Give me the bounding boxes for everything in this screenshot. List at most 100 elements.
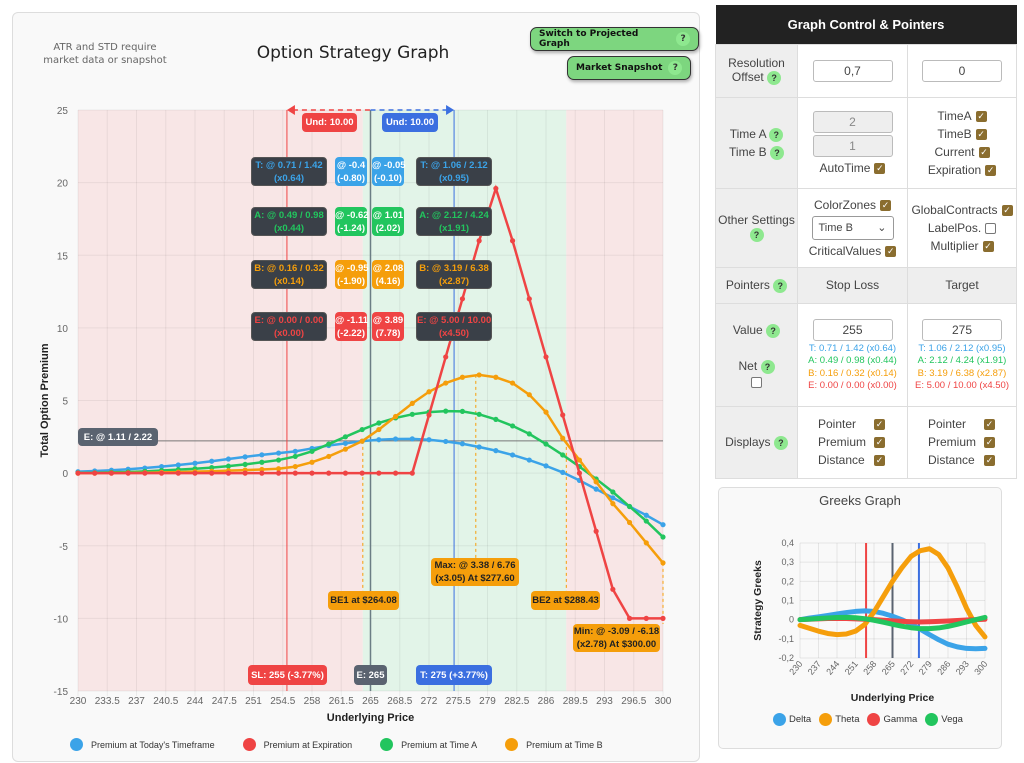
data-point <box>409 436 415 442</box>
other-settings-label: Other Settings ? <box>715 187 798 268</box>
label-line: (x2.87) <box>438 275 470 287</box>
value-label: Value <box>732 322 763 337</box>
time-labels: Time A ? Time B ? <box>715 96 798 189</box>
show-expiration-checkbox[interactable]: ✓ <box>985 164 997 176</box>
data-point <box>275 466 282 472</box>
entry-line-label: E: @ 1.11 / 2.22 <box>78 428 158 446</box>
show-current-checkbox[interactable]: ✓ <box>978 146 990 158</box>
data-point <box>192 460 198 466</box>
x-tick-label: 286 <box>538 696 555 707</box>
time-b-input[interactable]: 1 <box>812 134 893 157</box>
help-icon[interactable]: ? <box>668 61 683 75</box>
data-point <box>392 470 399 476</box>
greeks-legend-item[interactable]: Gamma <box>867 713 917 726</box>
min-line1: Min: @ -3.09 / -6.18 <box>573 626 660 637</box>
data-point <box>493 416 499 422</box>
data-point <box>225 456 232 462</box>
label-line: T: @ 1.06 / 2.12 <box>420 159 488 171</box>
x-tick-label: 233.5 <box>95 696 120 707</box>
time-a-input[interactable]: 2 <box>812 110 893 133</box>
stop-loss-value-input[interactable]: 255 <box>812 318 893 341</box>
data-point <box>610 495 616 501</box>
display-pointer-checkbox[interactable]: ✓ <box>984 419 995 431</box>
offset-input[interactable]: 0 <box>922 59 1002 82</box>
display-distance-checkbox[interactable]: ✓ <box>874 455 885 467</box>
colorzones-checkbox[interactable]: ✓ <box>880 199 892 211</box>
show-timeb-checkbox[interactable]: ✓ <box>975 128 987 140</box>
data-point <box>610 489 616 495</box>
data-point <box>326 441 332 447</box>
resolution-input[interactable]: 0,7 <box>812 59 893 82</box>
pointer-label-T-mid2: @ -0.05 (-0.10) <box>372 157 406 186</box>
help-icon[interactable]: ? <box>769 145 784 160</box>
display-premium-checkbox[interactable]: ✓ <box>874 437 885 449</box>
data-point <box>643 540 649 546</box>
pointer-label-B-mid1: @ -0.95 (-1.90) <box>335 260 369 289</box>
x-tick-label: 296.5 <box>621 696 646 707</box>
y-tick-label: 15 <box>57 251 69 262</box>
label-line: @ -0.62 <box>335 209 369 221</box>
y-tick-label: -10 <box>54 614 69 625</box>
setting-label: GlobalContracts <box>911 202 998 217</box>
display-pointer-checkbox[interactable]: ✓ <box>874 419 885 431</box>
legend-item[interactable]: Premium at Today's Timeframe <box>70 738 215 751</box>
pointer-label-E-mid1: @ -1.11 (-2.22) <box>335 312 368 341</box>
help-icon[interactable]: ? <box>773 435 788 450</box>
data-point <box>158 470 165 476</box>
help-icon[interactable]: ? <box>676 32 690 46</box>
arrow-left-icon <box>286 105 295 115</box>
setting-checkbox[interactable]: ✓ <box>1001 204 1013 216</box>
pointer-label-E-mid2: @ 3.89 (7.78) <box>372 312 404 341</box>
target-value-input[interactable]: 275 <box>922 318 1002 341</box>
greeks-legend-item[interactable]: Theta <box>819 713 859 726</box>
data-point <box>610 586 616 592</box>
data-point <box>443 408 449 414</box>
stop-loss-marker[interactable]: SL: 255 (-3.77%) <box>248 665 327 685</box>
setting-checkbox[interactable]: ✓ <box>982 240 994 252</box>
criticalvalues-checkbox[interactable]: ✓ <box>885 245 897 257</box>
help-icon[interactable]: ? <box>766 323 781 338</box>
show-timea-checkbox[interactable]: ✓ <box>975 110 987 122</box>
help-icon[interactable]: ? <box>773 278 788 293</box>
data-point <box>459 296 466 302</box>
target-marker[interactable]: T: 275 (+3.77%) <box>416 665 492 685</box>
data-point <box>225 470 232 476</box>
data-point <box>242 470 248 476</box>
legend-item[interactable]: Premium at Expiration <box>242 738 352 751</box>
data-point <box>142 470 148 476</box>
label-line: A: @ 2.12 / 4.24 <box>419 209 489 221</box>
data-point <box>660 615 666 621</box>
data-point <box>426 412 432 418</box>
help-icon[interactable]: ? <box>749 228 764 242</box>
greeks-legend-item[interactable]: Vega <box>925 713 963 726</box>
entry-marker[interactable]: E: 265 <box>354 665 387 685</box>
data-point <box>509 423 516 429</box>
label-line: (-0.10) <box>374 172 402 184</box>
help-icon[interactable]: ? <box>767 71 782 85</box>
data-point <box>209 458 215 464</box>
y-tick-label: -5 <box>59 542 68 553</box>
pointer-label-B-mid2: @ 2.08 (4.16) <box>372 260 404 289</box>
label-line: (2.02) <box>375 222 401 234</box>
setting-checkbox[interactable] <box>985 222 997 234</box>
zone-select[interactable]: Time B ⌄ <box>811 215 894 240</box>
greeks-legend-item[interactable]: Delta <box>773 713 811 726</box>
display-premium-checkbox[interactable]: ✓ <box>984 437 995 449</box>
legend-item[interactable]: Premium at Time B <box>505 738 603 751</box>
switch-projected-graph-button[interactable]: Switch to Projected Graph? <box>530 27 699 51</box>
help-icon[interactable]: ? <box>760 359 775 374</box>
autotime-checkbox[interactable]: ✓ <box>874 162 886 174</box>
data-point <box>493 448 499 454</box>
pointer-label-T-right: T: @ 1.06 / 2.12 (x0.95) <box>416 157 492 186</box>
net-checkbox[interactable] <box>751 376 762 388</box>
data-point <box>576 470 583 476</box>
label: Resolution Offset <box>728 56 785 84</box>
data-point <box>292 470 298 476</box>
market-snapshot-button[interactable]: Market Snapshot? <box>567 56 692 80</box>
sl-premium-line: B: 0.16 / 0.32 (x0.14) <box>808 367 897 379</box>
display-distance-checkbox[interactable]: ✓ <box>984 455 995 467</box>
help-icon[interactable]: ? <box>769 127 784 142</box>
legend-item[interactable]: Premium at Time A <box>380 738 477 751</box>
data-point <box>342 470 349 476</box>
legend-swatch <box>380 738 394 751</box>
